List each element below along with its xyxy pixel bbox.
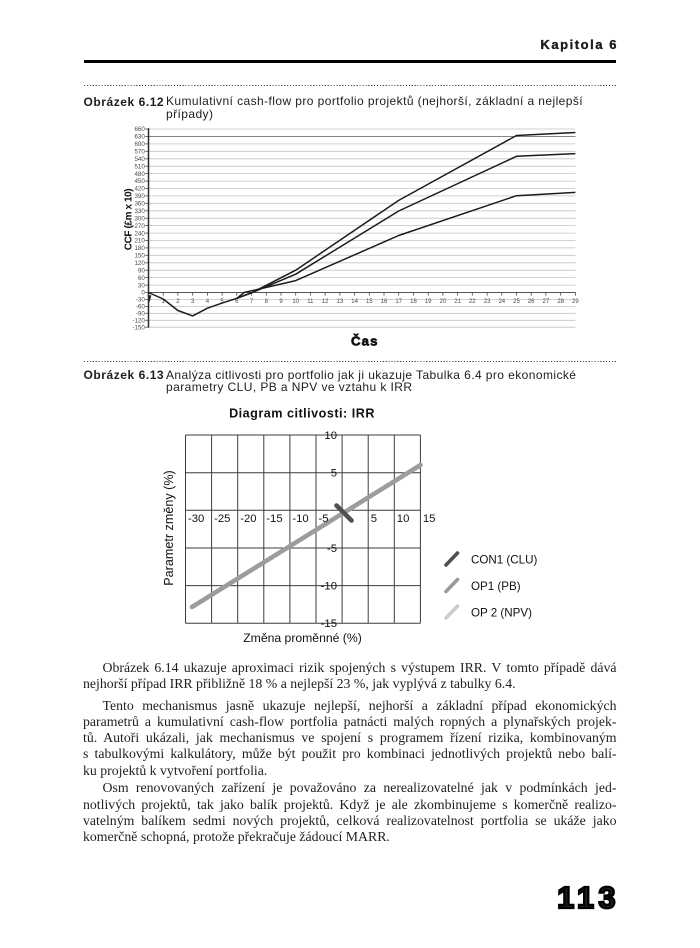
svg-text:660: 660 xyxy=(134,126,145,133)
svg-text:210: 210 xyxy=(134,238,145,245)
svg-text:570: 570 xyxy=(134,149,145,156)
svg-text:15: 15 xyxy=(423,513,436,525)
svg-text:OP1 (PB): OP1 (PB) xyxy=(471,580,521,593)
svg-text:10: 10 xyxy=(397,513,410,525)
svg-text:30: 30 xyxy=(138,282,145,289)
svg-text:540: 540 xyxy=(134,156,145,163)
svg-text:Čas: Čas xyxy=(351,334,379,349)
svg-text:-60: -60 xyxy=(136,304,146,311)
svg-text:360: 360 xyxy=(134,201,145,208)
svg-text:9: 9 xyxy=(279,299,283,305)
svg-text:OP 2 (NPV): OP 2 (NPV) xyxy=(471,607,532,620)
svg-text:10: 10 xyxy=(324,430,337,442)
svg-text:630: 630 xyxy=(134,134,145,141)
svg-text:5: 5 xyxy=(371,513,377,525)
svg-text:25: 25 xyxy=(513,299,520,305)
svg-text:3: 3 xyxy=(191,299,195,305)
svg-text:-150: -150 xyxy=(132,324,145,331)
svg-text:Diagram citlivosti: IRR: Diagram citlivosti: IRR xyxy=(229,407,375,421)
svg-text:11: 11 xyxy=(307,299,314,305)
svg-text:23: 23 xyxy=(484,299,491,305)
svg-text:-5: -5 xyxy=(327,543,337,555)
svg-text:-10: -10 xyxy=(321,580,337,592)
svg-text:CON1 (CLU): CON1 (CLU) xyxy=(471,554,537,567)
svg-text:15: 15 xyxy=(366,299,373,305)
svg-text:22: 22 xyxy=(469,299,476,305)
svg-text:CCF (£m x 10): CCF (£m x 10) xyxy=(124,189,135,251)
svg-text:-15: -15 xyxy=(266,513,282,525)
svg-text:-30: -30 xyxy=(136,297,146,304)
svg-text:-20: -20 xyxy=(240,513,256,525)
svg-text:21: 21 xyxy=(454,299,461,305)
svg-text:480: 480 xyxy=(134,171,145,178)
svg-text:300: 300 xyxy=(134,215,145,222)
svg-text:19: 19 xyxy=(425,299,432,305)
svg-text:-10: -10 xyxy=(292,513,308,525)
svg-text:510: 510 xyxy=(134,163,145,170)
svg-text:5: 5 xyxy=(220,299,224,305)
svg-text:20: 20 xyxy=(440,299,447,305)
svg-text:0: 0 xyxy=(141,290,145,297)
svg-text:-5: -5 xyxy=(319,513,329,525)
svg-text:29: 29 xyxy=(572,299,579,305)
svg-text:-25: -25 xyxy=(214,513,230,525)
svg-text:Parametr změny (%): Parametr změny (%) xyxy=(162,470,176,585)
svg-text:-15: -15 xyxy=(321,618,337,630)
svg-text:450: 450 xyxy=(134,178,145,185)
svg-text:24: 24 xyxy=(498,299,505,305)
svg-text:12: 12 xyxy=(322,299,329,305)
svg-text:60: 60 xyxy=(138,275,145,282)
svg-text:2: 2 xyxy=(176,299,180,305)
svg-text:5: 5 xyxy=(331,468,337,480)
svg-text:330: 330 xyxy=(134,208,145,215)
svg-text:-30: -30 xyxy=(188,513,204,525)
svg-text:26: 26 xyxy=(528,299,535,305)
svg-text:150: 150 xyxy=(134,253,145,260)
svg-text:420: 420 xyxy=(134,186,145,193)
svg-text:-90: -90 xyxy=(136,311,146,318)
svg-text:390: 390 xyxy=(134,193,145,200)
svg-text:28: 28 xyxy=(557,299,564,305)
svg-text:7: 7 xyxy=(250,299,254,305)
svg-text:18: 18 xyxy=(410,299,417,305)
svg-text:120: 120 xyxy=(134,260,145,267)
svg-text:6: 6 xyxy=(235,299,239,305)
svg-text:16: 16 xyxy=(381,299,388,305)
svg-text:270: 270 xyxy=(134,223,145,230)
svg-text:-120: -120 xyxy=(132,318,145,325)
svg-text:17: 17 xyxy=(395,299,402,305)
svg-text:27: 27 xyxy=(543,299,550,305)
svg-text:Změna proměnné (%): Změna proměnné (%) xyxy=(243,631,362,645)
svg-text:8: 8 xyxy=(265,299,269,305)
svg-text:13: 13 xyxy=(337,299,344,305)
svg-text:1: 1 xyxy=(162,299,166,305)
svg-text:10: 10 xyxy=(292,299,299,305)
svg-text:600: 600 xyxy=(134,141,145,148)
svg-text:90: 90 xyxy=(138,267,145,274)
svg-text:14: 14 xyxy=(351,299,358,305)
svg-text:4: 4 xyxy=(206,299,210,305)
svg-text:180: 180 xyxy=(134,245,145,252)
svg-text:240: 240 xyxy=(134,230,145,237)
